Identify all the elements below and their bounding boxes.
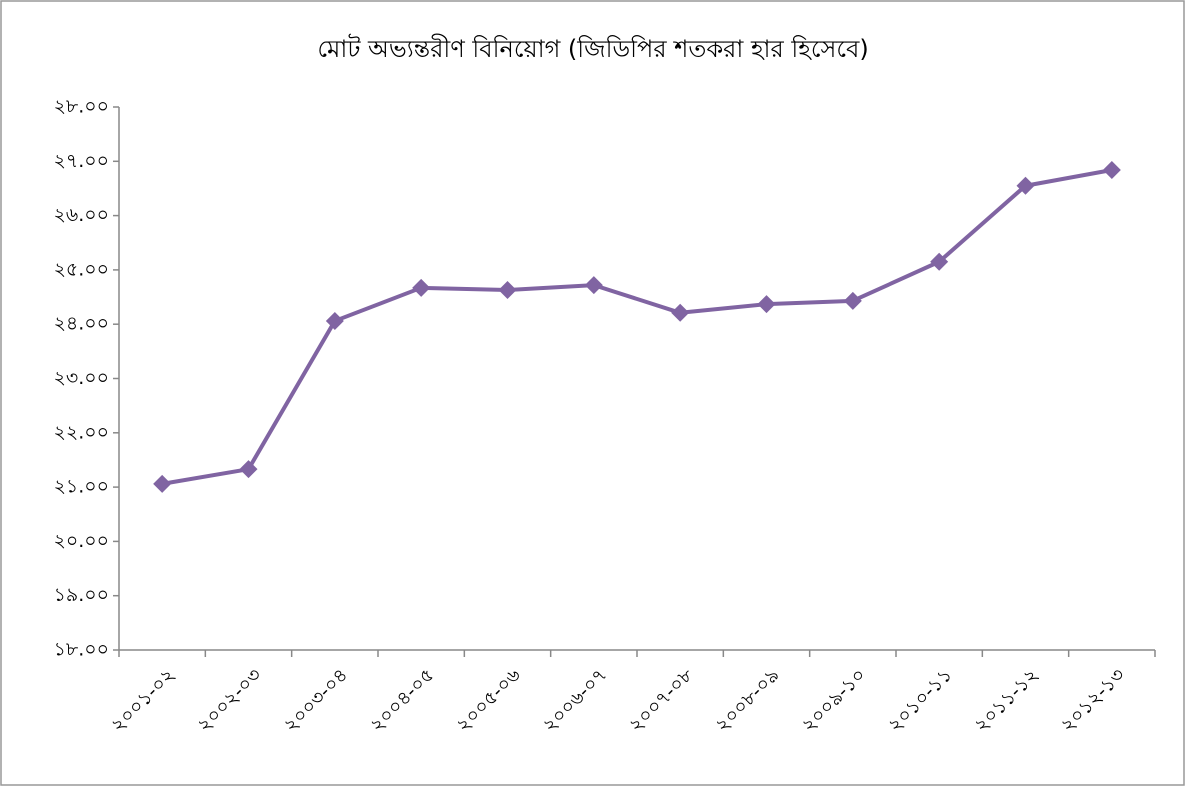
data-point <box>757 295 776 314</box>
y-tick-label: ১৮.০০ <box>54 639 109 661</box>
chart-title: মোট অভ্যন্তরীণ বিনিয়োগ (জিডিপির শতকরা হ… <box>317 34 868 63</box>
data-point <box>843 291 862 310</box>
data-point <box>1016 176 1035 195</box>
data-point <box>671 303 690 322</box>
data-point <box>325 311 344 330</box>
y-tick-label: ২০.০০ <box>54 530 109 552</box>
y-tick-label: ২৭.০০ <box>54 150 109 172</box>
y-tick-label: ২৮.০০ <box>54 96 109 118</box>
y-tick-label: ২২.০০ <box>54 421 109 443</box>
data-point <box>498 280 517 299</box>
data-point <box>930 252 949 271</box>
data-point <box>584 276 603 295</box>
y-tick-label: ২১.০০ <box>54 476 109 498</box>
y-tick-label: ১৯.০০ <box>54 584 109 606</box>
data-line <box>161 168 1113 486</box>
y-tick-label: ২৫.০০ <box>54 258 109 280</box>
y-tick-label: ২৬.০০ <box>54 204 109 226</box>
data-point <box>153 474 172 493</box>
data-point <box>412 278 431 297</box>
data-point <box>1102 160 1121 179</box>
y-tick-label: ২৪.০০ <box>54 313 109 335</box>
data-point <box>239 460 258 479</box>
y-tick-label: ২৩.০০ <box>54 367 109 389</box>
